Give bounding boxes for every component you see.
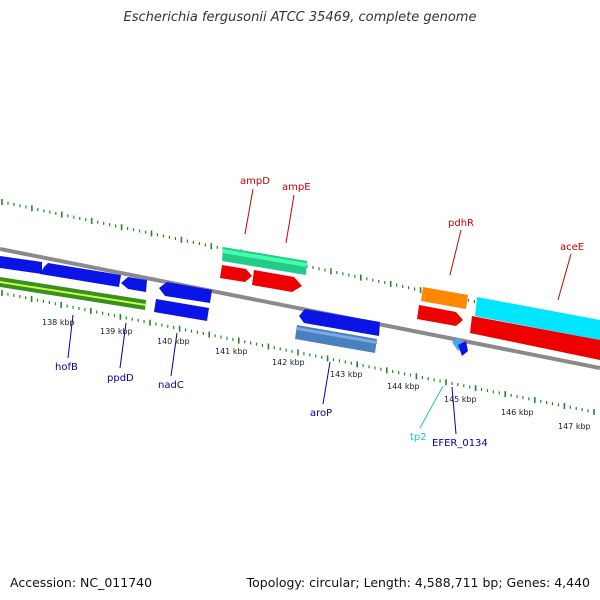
- gene-label-aroP[interactable]: aroP: [310, 408, 332, 419]
- gene-feature-steel-light[interactable]: [297, 327, 377, 344]
- kbp-label-146: 146 kbp: [501, 408, 534, 417]
- gene-feature-nadC[interactable]: [154, 299, 209, 321]
- gene-feature-ampE[interactable]: [252, 270, 302, 292]
- gene-feature-ppdD[interactable]: [121, 277, 147, 292]
- gene-feature-tp2[interactable]: [452, 338, 464, 351]
- genome-title: Escherichia fergusonii ATCC 35469, compl…: [123, 10, 477, 25]
- gene-feature-ampD[interactable]: [220, 265, 252, 282]
- kbp-label-139: 139 kbp: [100, 327, 133, 336]
- kbp-label-142: 142 kbp: [272, 358, 305, 367]
- gene-feature-aroP[interactable]: [299, 309, 380, 336]
- gene-label-tp2[interactable]: tp2: [410, 432, 427, 443]
- topology-label: Topology: circular; Length: 4,588,711 bp…: [246, 575, 590, 590]
- gene-feature-hofB[interactable]: [0, 256, 42, 274]
- gene-feature-aceE[interactable]: [470, 316, 600, 360]
- gene-label-nadC[interactable]: nadC: [158, 380, 184, 391]
- kbp-tick-labels: 138 kbp 139 kbp 140 kbp 141 kbp 142 kbp …: [42, 318, 591, 431]
- gene-feature-yellow[interactable]: [0, 281, 146, 306]
- label-leader-lines: [67, 188, 572, 435]
- gene-feature-aceE-cyan[interactable]: [475, 297, 600, 340]
- gene-feature-pdhR[interactable]: [417, 305, 463, 326]
- kbp-label-140: 140 kbp: [157, 337, 190, 346]
- kbp-label-144: 144 kbp: [387, 382, 420, 391]
- kbp-label-138: 138 kbp: [42, 318, 75, 327]
- gene-feature-blue-1[interactable]: [40, 263, 121, 287]
- gene-labels: ampD ampE pdhR aceE hofB ppdD nadC aroP …: [55, 176, 584, 449]
- gene-label-ppdD[interactable]: ppdD: [107, 373, 134, 384]
- gene-label-pdhR[interactable]: pdhR: [448, 218, 474, 229]
- gene-label-ampD[interactable]: ampD: [240, 176, 270, 187]
- gene-label-ampE[interactable]: ampE: [282, 182, 311, 193]
- gene-feature-EFER_0134[interactable]: [458, 341, 468, 356]
- gene-feature-nadC-upper[interactable]: [159, 282, 212, 303]
- gene-label-EFER_0134[interactable]: EFER_0134: [432, 438, 488, 449]
- kbp-label-145: 145 kbp: [444, 395, 477, 404]
- kbp-label-147: 147 kbp: [558, 422, 591, 431]
- gene-feature-ampD-teal-light[interactable]: [223, 249, 307, 267]
- accession-label: Accession: NC_011740: [10, 575, 153, 590]
- gene-label-aceE[interactable]: aceE: [560, 242, 584, 253]
- gene-feature-pdhR-orange[interactable]: [421, 287, 468, 309]
- gene-label-hofB[interactable]: hofB: [55, 362, 78, 373]
- inner-tick-ruler: [1, 290, 595, 415]
- genome-backbone: [0, 247, 600, 370]
- kbp-label-143: 143 kbp: [330, 370, 363, 379]
- kbp-label-141: 141 kbp: [215, 347, 248, 356]
